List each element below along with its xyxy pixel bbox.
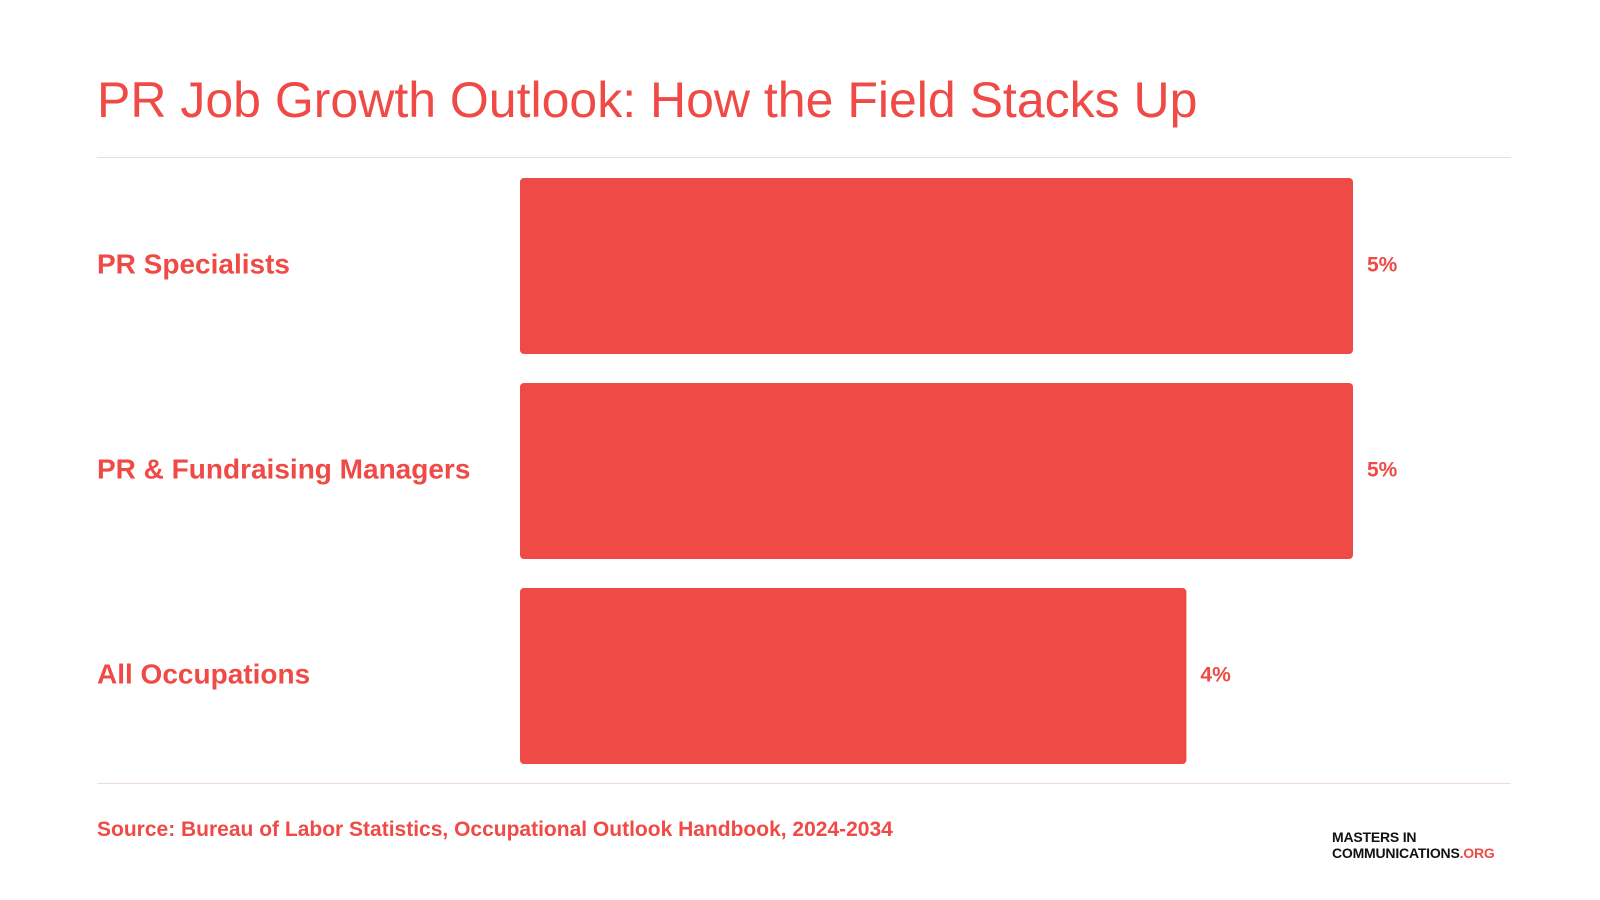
site-logo: MASTERS IN COMMUNICATIONS.ORG (1332, 829, 1495, 861)
bar-pr-and-fundraising-managers (520, 383, 1353, 559)
value-label-pr-specialists: 5% (1367, 254, 1398, 277)
value-label-pr-and-fundraising-managers: 5% (1367, 459, 1398, 482)
logo-line-2: COMMUNICATIONS.ORG (1332, 845, 1495, 861)
value-label-all-occupations: 4% (1200, 664, 1231, 687)
category-label-pr-and-fundraising-managers: PR & Fundraising Managers (97, 453, 470, 484)
bottom-divider (97, 783, 1511, 784)
top-divider (97, 157, 1511, 158)
bar-pr-specialists (520, 178, 1353, 354)
logo-line-1: MASTERS IN (1332, 829, 1417, 845)
logo-main-text: COMMUNICATIONS (1332, 845, 1460, 861)
logo-tld: .ORG (1459, 845, 1495, 861)
chart-title: PR Job Growth Outlook: How the Field Sta… (97, 72, 1198, 128)
source-note: Source: Bureau of Labor Statistics, Occu… (97, 818, 893, 841)
category-label-pr-specialists: PR Specialists (97, 248, 290, 279)
bar-all-occupations (520, 588, 1187, 764)
category-label-all-occupations: All Occupations (97, 658, 310, 689)
